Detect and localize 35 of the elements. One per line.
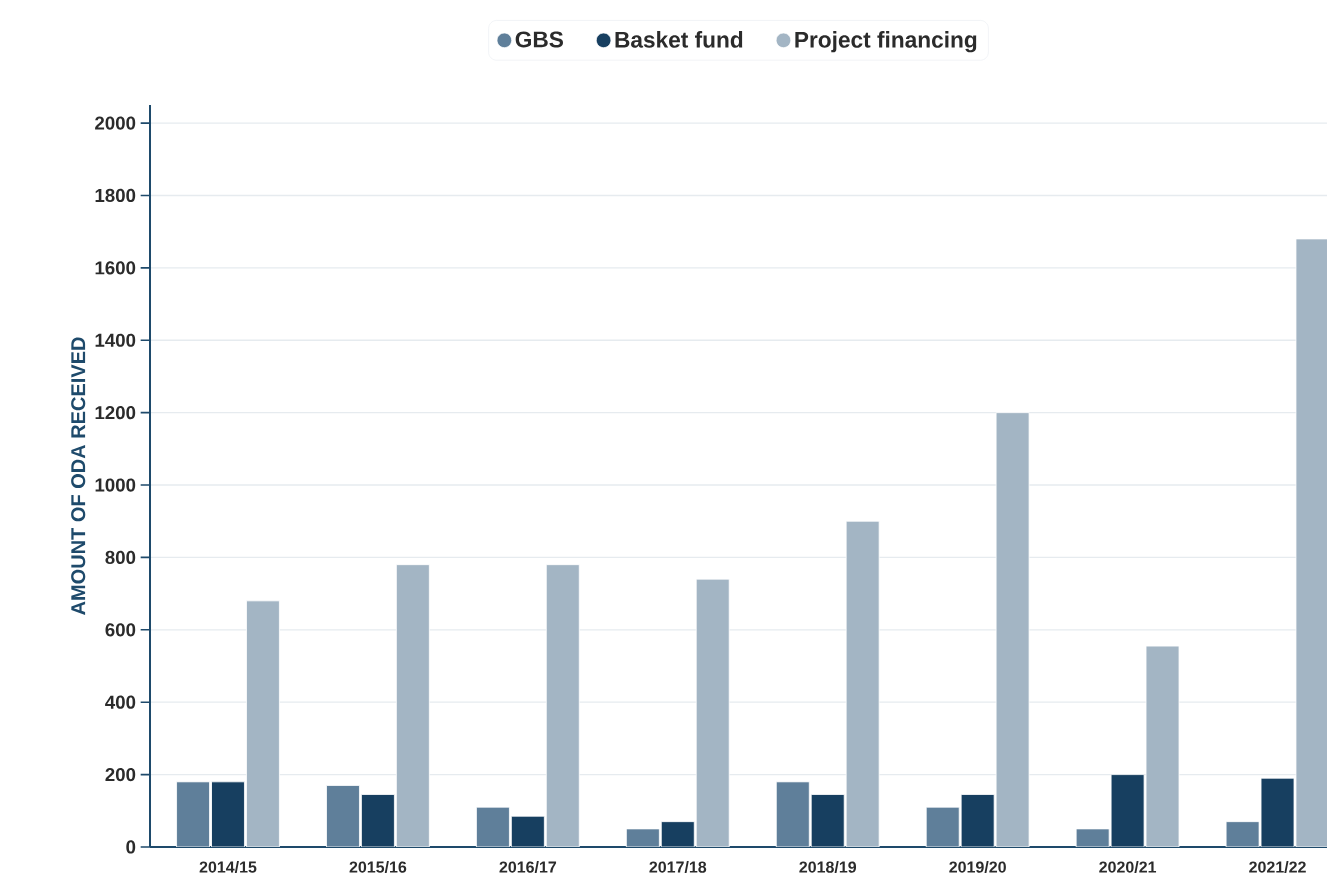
y-axis-title: AMOUNT OF ODA RECEIVED — [71, 337, 86, 615]
y-tick-label: 1600 — [95, 261, 136, 275]
y-tick-label: 0 — [126, 840, 136, 854]
bar — [1145, 645, 1180, 847]
y-tick-label: 400 — [105, 695, 136, 709]
y-tick-label: 1000 — [95, 478, 136, 492]
legend-label: Basket fund — [615, 31, 743, 48]
bar — [246, 600, 280, 847]
bar — [995, 412, 1030, 847]
x-tick-label: 2018/19 — [799, 861, 857, 873]
x-tick-label: 2015/16 — [349, 861, 407, 873]
bar — [775, 781, 810, 847]
bar — [326, 785, 360, 847]
bar — [925, 806, 960, 847]
y-tick-label: 2000 — [95, 116, 136, 130]
y-tick-label: 600 — [105, 623, 136, 637]
x-tick-label: 2019/20 — [949, 861, 1006, 873]
bar — [845, 520, 880, 847]
y-tick-label: 800 — [105, 550, 136, 565]
bar — [476, 806, 510, 847]
legend-label: GBS — [515, 31, 563, 48]
x-tick-label: 2020/21 — [1099, 861, 1157, 873]
bar — [176, 781, 210, 847]
x-tick-label: 2014/15 — [199, 861, 257, 873]
y-tick-label: 1400 — [95, 333, 136, 347]
y-tick-label: 1800 — [95, 188, 136, 203]
bar — [545, 564, 580, 847]
x-tick-label: 2021/22 — [1249, 861, 1306, 873]
y-tick-label: 1200 — [95, 406, 136, 420]
bar — [395, 564, 430, 847]
legend-label: Project financing — [795, 31, 977, 53]
x-tick-label: 2016/17 — [499, 861, 557, 873]
y-tick-label: 200 — [105, 767, 136, 782]
x-tick-label: 2017/18 — [649, 861, 707, 873]
bar — [695, 578, 730, 847]
